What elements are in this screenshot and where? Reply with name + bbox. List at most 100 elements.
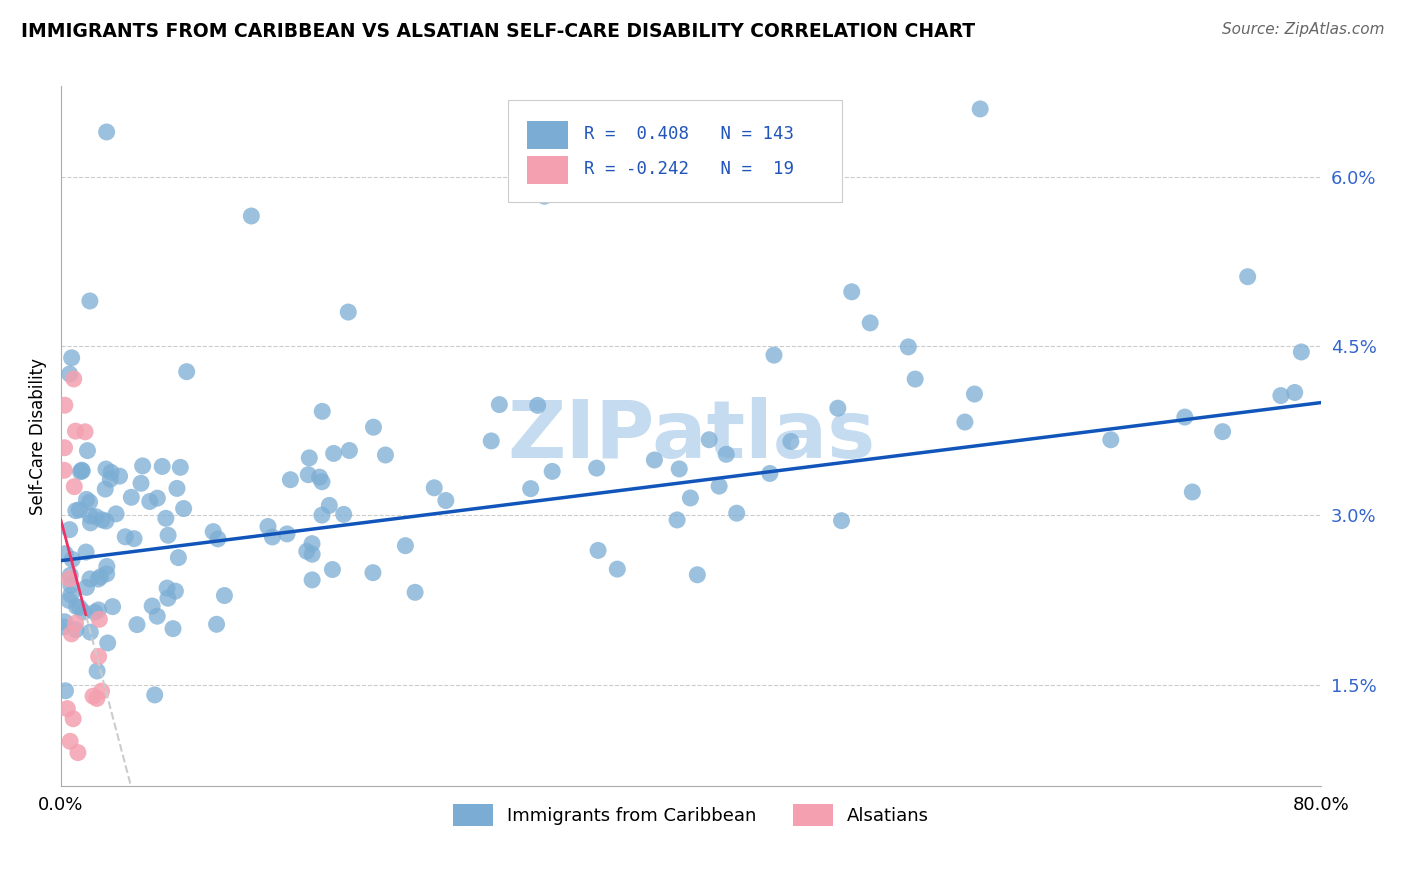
Point <box>122 532 145 546</box>
Point <box>96 125 118 139</box>
Point <box>100 465 122 479</box>
Point <box>156 581 179 595</box>
Point <box>53 615 76 629</box>
Point <box>166 482 188 496</box>
Point <box>311 475 333 489</box>
Point <box>361 566 384 580</box>
Point <box>780 434 803 449</box>
Point <box>156 591 179 606</box>
Point <box>318 499 340 513</box>
Point <box>301 573 323 587</box>
Point <box>155 511 177 525</box>
Point <box>841 285 863 299</box>
Point <box>280 473 302 487</box>
Point <box>202 524 225 539</box>
Point <box>60 552 83 566</box>
Point <box>205 617 228 632</box>
Point <box>150 459 173 474</box>
Point <box>969 102 991 116</box>
Point <box>60 351 83 365</box>
Point <box>59 578 82 592</box>
Point <box>146 491 169 505</box>
Point <box>519 482 541 496</box>
Point <box>606 562 628 576</box>
Text: Source: ZipAtlas.com: Source: ZipAtlas.com <box>1222 22 1385 37</box>
Point <box>1099 433 1122 447</box>
Point <box>141 599 163 613</box>
Point <box>162 622 184 636</box>
Point <box>76 443 98 458</box>
Point <box>257 519 280 533</box>
Point <box>79 495 101 509</box>
Point <box>533 189 555 203</box>
Point <box>337 305 360 319</box>
Point <box>108 469 131 483</box>
Point <box>301 536 323 550</box>
Point <box>859 316 882 330</box>
Point <box>297 467 319 482</box>
Point <box>953 415 976 429</box>
Point <box>94 482 117 496</box>
Point <box>214 589 236 603</box>
Point <box>526 398 548 412</box>
Point <box>79 572 101 586</box>
Point <box>1236 269 1258 284</box>
Point <box>1284 385 1306 400</box>
Point <box>53 441 76 455</box>
Point <box>146 609 169 624</box>
Point <box>666 513 689 527</box>
Point <box>53 547 76 561</box>
Point <box>173 501 195 516</box>
Point <box>262 530 284 544</box>
Point <box>79 293 101 308</box>
Bar <box>527 120 568 149</box>
Point <box>322 446 344 460</box>
Point <box>59 523 82 537</box>
Point <box>94 462 117 476</box>
Point <box>75 545 97 559</box>
Point <box>1270 388 1292 402</box>
Point <box>86 664 108 678</box>
Point <box>75 425 97 439</box>
Point <box>321 562 343 576</box>
Point <box>84 509 107 524</box>
Point <box>59 572 82 586</box>
Point <box>94 514 117 528</box>
Point <box>585 461 607 475</box>
Point <box>66 746 89 760</box>
Point <box>67 503 90 517</box>
Point <box>79 508 101 523</box>
Point <box>63 480 86 494</box>
Point <box>65 424 87 438</box>
Text: IMMIGRANTS FROM CARIBBEAN VS ALSATIAN SELF-CARE DISABILITY CORRELATION CHART: IMMIGRANTS FROM CARIBBEAN VS ALSATIAN SE… <box>21 22 976 41</box>
Point <box>143 688 166 702</box>
Point <box>87 649 110 664</box>
Point <box>86 691 108 706</box>
Point <box>131 458 153 473</box>
Point <box>157 528 180 542</box>
Point <box>62 712 84 726</box>
Point <box>120 490 142 504</box>
Point <box>311 508 333 523</box>
Y-axis label: Self-Care Disability: Self-Care Disability <box>30 358 46 515</box>
Point <box>87 603 110 617</box>
Point <box>1212 425 1234 439</box>
Point <box>91 513 114 527</box>
Point <box>488 398 510 412</box>
Point <box>59 734 82 748</box>
Point <box>759 467 782 481</box>
Point <box>96 559 118 574</box>
Point <box>59 588 82 602</box>
Point <box>167 550 190 565</box>
Text: R =  0.408   N = 143: R = 0.408 N = 143 <box>583 125 794 143</box>
Point <box>90 570 112 584</box>
Point <box>72 605 94 619</box>
Point <box>62 372 84 386</box>
Point <box>70 463 93 477</box>
Point <box>98 472 121 486</box>
Point <box>423 481 446 495</box>
Point <box>59 568 82 582</box>
Point <box>586 543 609 558</box>
Point <box>276 527 298 541</box>
Point <box>65 599 87 614</box>
